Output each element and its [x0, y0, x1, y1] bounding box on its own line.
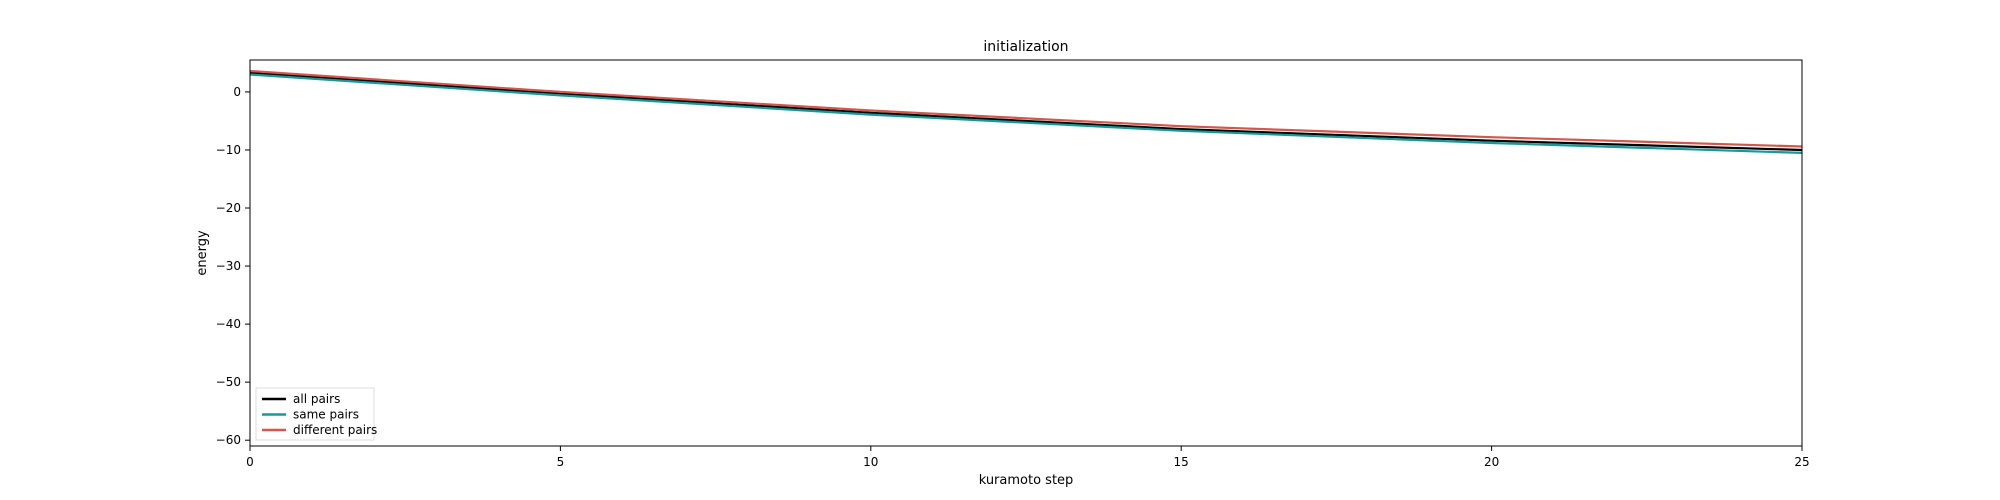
- y-axis-label: energy: [195, 230, 210, 276]
- series-line-all-pairs: [249, 71, 1803, 152]
- y-tick-label: −20: [216, 201, 241, 215]
- x-axis-label: kuramoto step: [979, 473, 1074, 488]
- series-line-same-pairs: [249, 73, 1803, 154]
- x-tick-label: 5: [557, 455, 565, 469]
- x-axis: 0 5 10 15 20 25: [246, 446, 1810, 469]
- x-tick-label: 25: [1794, 455, 1809, 469]
- chart-title: initialization: [983, 39, 1068, 55]
- plot-area-frame: [249, 59, 1803, 447]
- x-tick-label: 15: [1174, 455, 1189, 469]
- legend-label: different pairs: [293, 423, 377, 437]
- x-tick-label: 0: [246, 455, 254, 469]
- y-tick-label: −60: [216, 433, 241, 447]
- x-tick-label: 10: [863, 455, 878, 469]
- legend-label: all pairs: [293, 392, 340, 406]
- y-tick-label: −50: [216, 375, 241, 389]
- y-tick-label: −40: [216, 317, 241, 331]
- series-line-different-pairs: [249, 69, 1803, 148]
- x-tick-label: 20: [1484, 455, 1499, 469]
- legend-label: same pairs: [293, 408, 359, 422]
- series-lines: [249, 69, 1803, 154]
- y-tick-label: 0: [233, 85, 241, 99]
- y-tick-label: −10: [216, 143, 241, 157]
- y-axis: 0 −10 −20 −30 −40 −50 −60: [216, 85, 250, 447]
- y-tick-label: −30: [216, 259, 241, 273]
